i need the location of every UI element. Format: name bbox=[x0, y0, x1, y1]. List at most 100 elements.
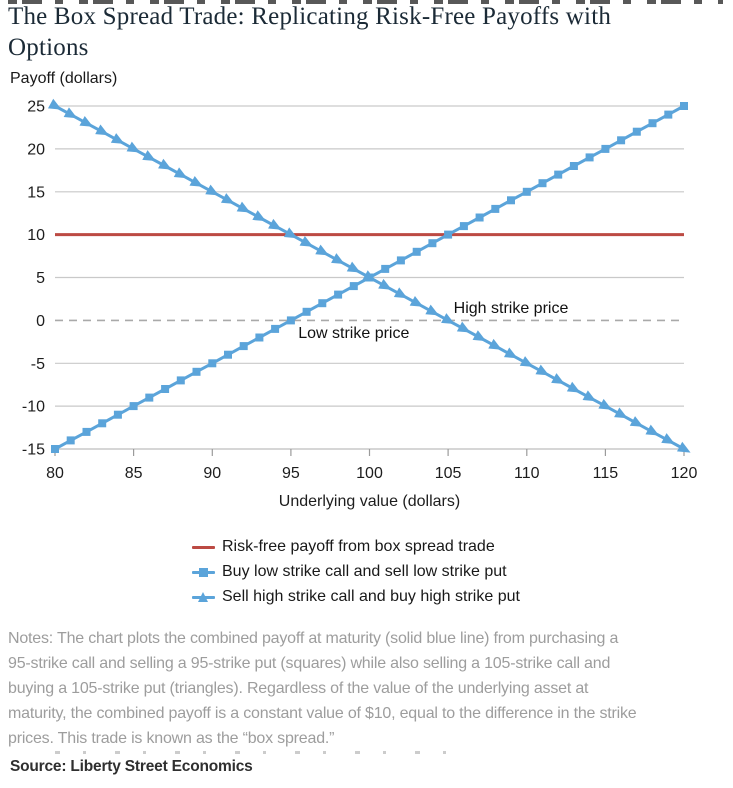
x-tick-label: 120 bbox=[671, 465, 698, 482]
triangle-marker bbox=[378, 278, 392, 290]
triangle-marker bbox=[519, 356, 534, 367]
square-marker bbox=[66, 436, 75, 445]
x-tick-label: 100 bbox=[356, 465, 383, 482]
square-marker bbox=[554, 170, 563, 179]
x-tick-label: 90 bbox=[203, 465, 221, 482]
triangle-marker bbox=[205, 184, 219, 196]
square-marker bbox=[680, 102, 688, 110]
y-tick-label: -10 bbox=[22, 399, 45, 416]
annotation: High strike price bbox=[454, 300, 569, 317]
triangle-marker bbox=[158, 158, 172, 170]
square-marker bbox=[428, 239, 437, 248]
cropped-text-line-bottom bbox=[55, 751, 475, 754]
triangle-marker bbox=[503, 347, 518, 359]
triangle-marker bbox=[220, 193, 235, 204]
triangle-marker bbox=[488, 338, 502, 350]
chart-legend: Risk-free payoff from box spread trade B… bbox=[192, 538, 520, 606]
x-tick-label: 85 bbox=[125, 465, 143, 482]
square-marker bbox=[208, 359, 217, 368]
square-marker bbox=[286, 316, 295, 325]
square-marker bbox=[538, 179, 547, 188]
triangle-marker bbox=[252, 210, 266, 222]
square-marker bbox=[601, 144, 610, 153]
triangle-marker bbox=[676, 441, 691, 453]
y-tick-label: 0 bbox=[36, 313, 45, 330]
square-marker bbox=[113, 410, 122, 419]
square-marker bbox=[271, 324, 280, 333]
triangle-marker bbox=[126, 141, 141, 153]
legend-label: Sell high strike call and buy high strik… bbox=[222, 588, 520, 605]
square-marker bbox=[318, 299, 327, 308]
square-marker bbox=[239, 342, 248, 351]
square-marker bbox=[507, 196, 515, 205]
triangle-marker bbox=[614, 407, 628, 419]
square-marker bbox=[569, 162, 578, 170]
y-tick-label: 5 bbox=[36, 270, 45, 287]
triangle-marker bbox=[472, 330, 487, 342]
triangle-marker bbox=[268, 218, 282, 230]
square-marker bbox=[82, 427, 91, 436]
square-marker bbox=[349, 282, 358, 291]
square-marker bbox=[51, 445, 59, 453]
square-marker-icon bbox=[192, 566, 215, 579]
legend-item-high-strike: Sell high strike call and buy high strik… bbox=[192, 588, 520, 606]
legend-label: Risk-free payoff from box spread trade bbox=[222, 538, 495, 555]
square-marker bbox=[617, 136, 626, 145]
square-marker bbox=[396, 256, 405, 265]
x-tick-label: 80 bbox=[46, 465, 64, 482]
triangle-marker bbox=[393, 287, 408, 299]
square-marker bbox=[444, 230, 453, 239]
triangle-marker bbox=[63, 107, 78, 119]
square-marker bbox=[192, 367, 201, 376]
y-tick-label: 15 bbox=[27, 184, 45, 201]
square-marker bbox=[585, 153, 594, 162]
triangle-marker bbox=[346, 261, 361, 273]
square-marker bbox=[522, 187, 531, 196]
square-marker bbox=[176, 376, 185, 385]
square-marker bbox=[145, 393, 154, 402]
square-marker bbox=[255, 333, 264, 342]
square-marker bbox=[412, 247, 421, 256]
triangle-marker bbox=[236, 201, 251, 213]
cropped-text-line-top bbox=[8, 0, 723, 4]
square-marker bbox=[224, 350, 232, 359]
annotation: Low strike price bbox=[298, 325, 409, 342]
triangle-marker bbox=[535, 364, 550, 376]
square-marker bbox=[98, 419, 107, 428]
y-tick-label: 20 bbox=[27, 141, 45, 158]
triangle-marker bbox=[142, 150, 156, 161]
y-tick-label: 25 bbox=[27, 99, 45, 116]
triangle-marker bbox=[331, 253, 345, 264]
x-tick-label: 110 bbox=[514, 465, 540, 482]
triangle-marker bbox=[79, 115, 94, 127]
triangle-marker bbox=[598, 398, 612, 410]
triangle-marker bbox=[582, 390, 597, 402]
legend-label: Buy low strike call and sell low strike … bbox=[222, 563, 507, 580]
y-tick-label: -15 bbox=[22, 442, 45, 459]
triangle-marker bbox=[425, 304, 439, 316]
square-marker bbox=[161, 385, 170, 393]
legend-item-risk-free: Risk-free payoff from box spread trade bbox=[192, 538, 520, 556]
triangle-marker bbox=[551, 373, 565, 384]
triangle-marker bbox=[110, 133, 125, 144]
x-tick-label: 95 bbox=[282, 465, 300, 482]
triangle-marker bbox=[362, 270, 377, 282]
x-axis-title: Underlying value (dollars) bbox=[279, 493, 460, 510]
triangle-marker bbox=[441, 313, 455, 324]
triangle-marker-icon bbox=[192, 591, 215, 604]
page-title: The Box Spread Trade: Replicating Risk-F… bbox=[8, 3, 612, 61]
triangle-marker bbox=[283, 227, 298, 239]
y-tick-label: -5 bbox=[31, 356, 45, 373]
triangle-marker bbox=[566, 381, 581, 393]
triangle-marker bbox=[456, 321, 471, 333]
figure-notes: Notes: The chart plots the combined payo… bbox=[8, 630, 637, 747]
triangle-marker bbox=[173, 167, 188, 179]
y-tick-label: 10 bbox=[27, 227, 45, 244]
x-tick-label: 115 bbox=[593, 465, 619, 482]
triangle-marker bbox=[47, 98, 62, 110]
triangle-marker bbox=[629, 416, 644, 427]
square-marker bbox=[491, 204, 500, 213]
triangle-marker bbox=[95, 124, 109, 136]
